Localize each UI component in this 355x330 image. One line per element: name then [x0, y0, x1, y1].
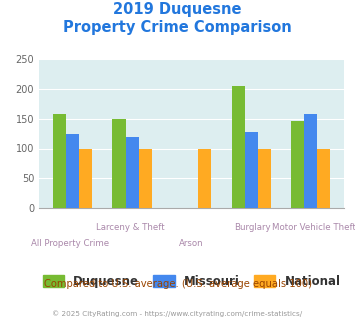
Text: Motor Vehicle Theft: Motor Vehicle Theft [272, 223, 355, 232]
Bar [53, 114, 66, 208]
Text: Larceny & Theft: Larceny & Theft [96, 223, 165, 232]
Text: Arson: Arson [179, 239, 204, 248]
Bar [245, 132, 258, 208]
Text: Compared to U.S. average. (U.S. average equals 100): Compared to U.S. average. (U.S. average … [44, 279, 311, 289]
Text: Burglary: Burglary [234, 223, 271, 232]
Legend: Duquesne, Missouri, National: Duquesne, Missouri, National [38, 270, 345, 293]
Bar [139, 148, 152, 208]
Bar [317, 148, 331, 208]
Bar [113, 119, 126, 208]
Bar [291, 121, 304, 208]
Bar [126, 137, 139, 208]
Text: All Property Crime: All Property Crime [31, 239, 109, 248]
Text: © 2025 CityRating.com - https://www.cityrating.com/crime-statistics/: © 2025 CityRating.com - https://www.city… [53, 310, 302, 317]
Text: 2019 Duquesne: 2019 Duquesne [113, 2, 242, 16]
Bar [198, 148, 211, 208]
Bar [258, 148, 271, 208]
Bar [231, 86, 245, 208]
Text: Property Crime Comparison: Property Crime Comparison [63, 20, 292, 35]
Bar [66, 134, 79, 208]
Bar [304, 114, 317, 208]
Bar [79, 148, 92, 208]
